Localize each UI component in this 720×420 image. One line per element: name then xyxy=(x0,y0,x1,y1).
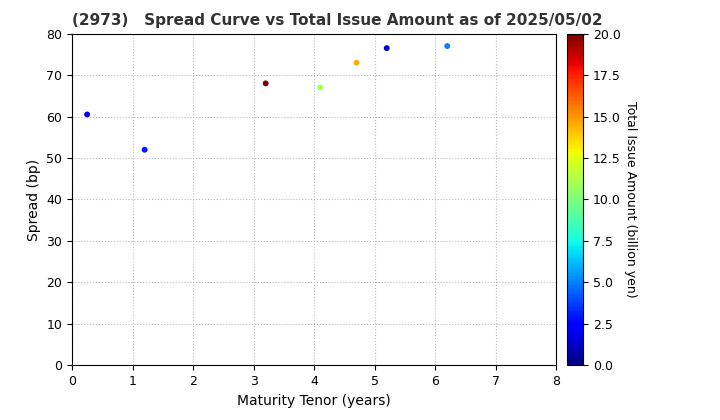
Point xyxy=(441,43,453,50)
Point xyxy=(315,84,326,91)
Point xyxy=(81,111,93,118)
Y-axis label: Spread (bp): Spread (bp) xyxy=(27,158,41,241)
Text: (2973)   Spread Curve vs Total Issue Amount as of 2025/05/02: (2973) Spread Curve vs Total Issue Amoun… xyxy=(72,13,603,28)
X-axis label: Maturity Tenor (years): Maturity Tenor (years) xyxy=(237,394,391,408)
Point xyxy=(139,147,150,153)
Point xyxy=(260,80,271,87)
Point xyxy=(351,59,362,66)
Point xyxy=(381,45,392,52)
Y-axis label: Total Issue Amount (billion yen): Total Issue Amount (billion yen) xyxy=(624,101,637,298)
